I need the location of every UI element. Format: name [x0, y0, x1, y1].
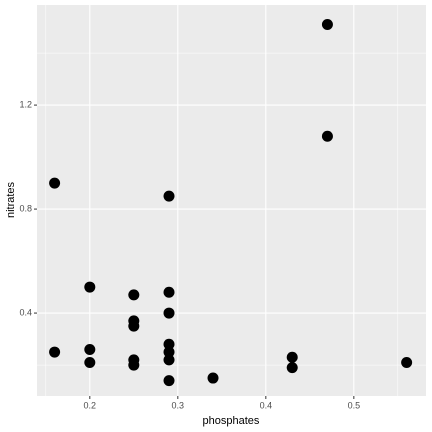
point [163, 307, 175, 319]
point [84, 356, 96, 368]
point [286, 362, 298, 374]
x-tick-label: 0.2 [84, 400, 97, 410]
point [321, 18, 333, 30]
y-tick-label: 0.4 [19, 307, 32, 317]
point [128, 320, 140, 332]
x-tick-label: 0.3 [172, 400, 185, 410]
point [49, 346, 61, 358]
point [163, 354, 175, 366]
x-tick-label: 0.4 [260, 400, 273, 410]
point [286, 351, 298, 363]
panel [37, 5, 426, 396]
point [321, 130, 333, 142]
point [128, 289, 140, 301]
y-tick-label: 1.2 [19, 99, 32, 109]
point [128, 359, 140, 371]
point [163, 346, 175, 358]
y-axis-title: nitrates [5, 181, 17, 218]
point [163, 375, 175, 387]
point [163, 190, 175, 202]
point [207, 372, 219, 384]
x-axis-title: phosphates [203, 415, 260, 427]
point [49, 177, 61, 189]
point [401, 356, 413, 368]
point [84, 343, 96, 355]
point [163, 286, 175, 298]
y-tick-label: 0.8 [19, 203, 32, 213]
x-tick-label: 0.5 [348, 400, 361, 410]
point [84, 281, 96, 293]
point [163, 338, 175, 350]
